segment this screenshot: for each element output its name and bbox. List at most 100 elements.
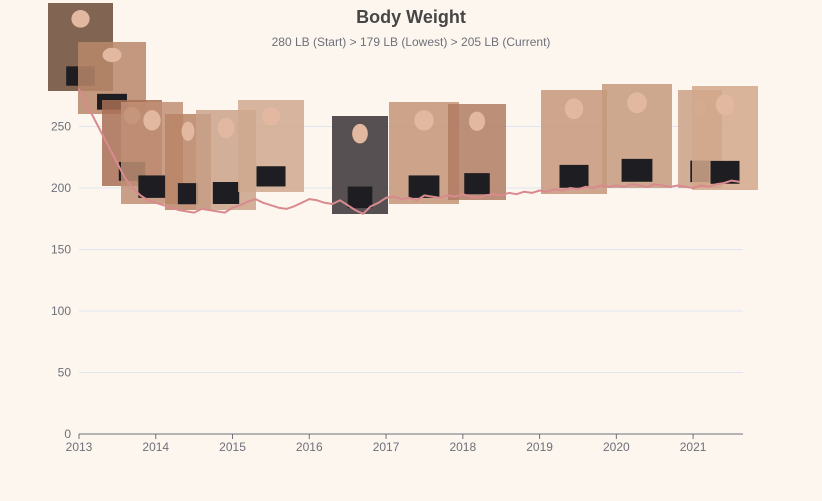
weight-point bbox=[454, 195, 457, 198]
axes: 0 50 100 150 200 250 2013 2014 2015 2016 2017 2018 2… bbox=[51, 120, 743, 454]
weight-point bbox=[81, 94, 84, 97]
weight-point bbox=[615, 184, 618, 187]
weight-point bbox=[93, 118, 96, 121]
weight-point bbox=[185, 210, 188, 213]
x-tick-label: 2018 bbox=[449, 440, 476, 454]
weight-point bbox=[638, 184, 641, 187]
photo-head bbox=[564, 98, 584, 120]
weight-point bbox=[538, 189, 541, 192]
weight-point bbox=[492, 193, 495, 196]
photo-head bbox=[143, 110, 161, 131]
weight-point bbox=[554, 188, 556, 191]
weight-point bbox=[484, 194, 487, 197]
weight-point bbox=[515, 193, 518, 196]
x-tick-label: 2014 bbox=[142, 440, 169, 454]
weight-point bbox=[592, 187, 595, 189]
weight-point bbox=[461, 193, 464, 196]
weight-point bbox=[362, 212, 364, 215]
x-tick-label: 2019 bbox=[526, 440, 553, 454]
weight-point bbox=[101, 132, 103, 135]
weight-point bbox=[277, 206, 280, 209]
weight-point bbox=[293, 205, 295, 208]
weight-point bbox=[223, 211, 226, 214]
weight-point bbox=[354, 209, 357, 212]
y-tick-label: 100 bbox=[51, 304, 71, 318]
weight-point bbox=[97, 125, 100, 128]
photo-head bbox=[261, 107, 281, 126]
progress-photo bbox=[332, 116, 388, 214]
y-tick-label: 50 bbox=[58, 366, 72, 380]
weight-point bbox=[561, 189, 564, 192]
weight-point bbox=[270, 204, 272, 207]
photo-head bbox=[468, 111, 486, 131]
weight-point bbox=[523, 190, 526, 193]
weight-point bbox=[623, 185, 625, 188]
weight-point bbox=[208, 209, 211, 212]
weight-point bbox=[738, 180, 741, 183]
photo-shorts bbox=[559, 164, 589, 188]
weight-point bbox=[231, 206, 234, 209]
y-tick-label: 200 bbox=[51, 181, 71, 195]
weight-point bbox=[262, 201, 265, 204]
photo-shorts bbox=[256, 166, 286, 187]
weight-point bbox=[170, 206, 173, 209]
progress-photos bbox=[48, 3, 758, 214]
weight-point bbox=[339, 199, 341, 202]
weight-point bbox=[331, 203, 334, 205]
weight-point bbox=[385, 196, 387, 199]
weight-point bbox=[154, 201, 157, 204]
photo-head bbox=[715, 94, 735, 116]
weight-point bbox=[722, 182, 725, 184]
weight-point bbox=[415, 199, 418, 202]
weight-point bbox=[431, 195, 434, 198]
weight-point bbox=[400, 198, 403, 200]
weight-point bbox=[500, 194, 503, 197]
weight-point bbox=[300, 201, 303, 204]
photo-head bbox=[71, 10, 90, 28]
weight-point bbox=[653, 183, 656, 186]
weight-point bbox=[85, 103, 88, 106]
photo-head bbox=[627, 92, 647, 114]
photo-head bbox=[217, 118, 235, 138]
photo-shorts bbox=[710, 160, 740, 184]
photo-shorts bbox=[177, 183, 199, 205]
weight-point bbox=[308, 198, 311, 200]
weight-point bbox=[630, 183, 633, 186]
weight-point bbox=[469, 195, 472, 198]
progress-photo bbox=[541, 90, 607, 194]
weight-point bbox=[139, 194, 142, 197]
weight-point bbox=[254, 198, 257, 200]
weight-point bbox=[577, 188, 579, 191]
weight-point bbox=[78, 88, 80, 91]
weight-point bbox=[699, 184, 702, 187]
weight-point bbox=[120, 169, 123, 172]
weight-point bbox=[323, 201, 326, 204]
weight-point bbox=[193, 211, 196, 214]
weight-point bbox=[669, 185, 671, 188]
weight-point bbox=[584, 185, 587, 188]
photo-shorts bbox=[138, 175, 166, 198]
weight-point bbox=[676, 184, 679, 187]
weight-point bbox=[285, 208, 288, 210]
x-tick-label: 2017 bbox=[373, 440, 400, 454]
weight-point bbox=[216, 210, 219, 213]
photo-head bbox=[181, 121, 195, 141]
photo-head bbox=[414, 110, 434, 131]
y-tick-label: 150 bbox=[51, 243, 71, 257]
photo-head bbox=[102, 47, 122, 63]
photo-shorts bbox=[408, 175, 440, 198]
weight-point bbox=[108, 147, 111, 150]
x-tick-label: 2020 bbox=[603, 440, 630, 454]
weight-series bbox=[78, 88, 741, 215]
photo-shorts bbox=[464, 173, 490, 195]
weight-point bbox=[684, 185, 687, 188]
weight-point bbox=[477, 196, 480, 199]
y-tick-label: 0 bbox=[64, 427, 71, 441]
weight-point bbox=[692, 187, 695, 189]
weight-point bbox=[531, 192, 533, 194]
photo-head bbox=[352, 123, 368, 144]
weight-point bbox=[569, 187, 572, 189]
x-tick-label: 2021 bbox=[680, 440, 707, 454]
weight-point bbox=[707, 185, 710, 188]
